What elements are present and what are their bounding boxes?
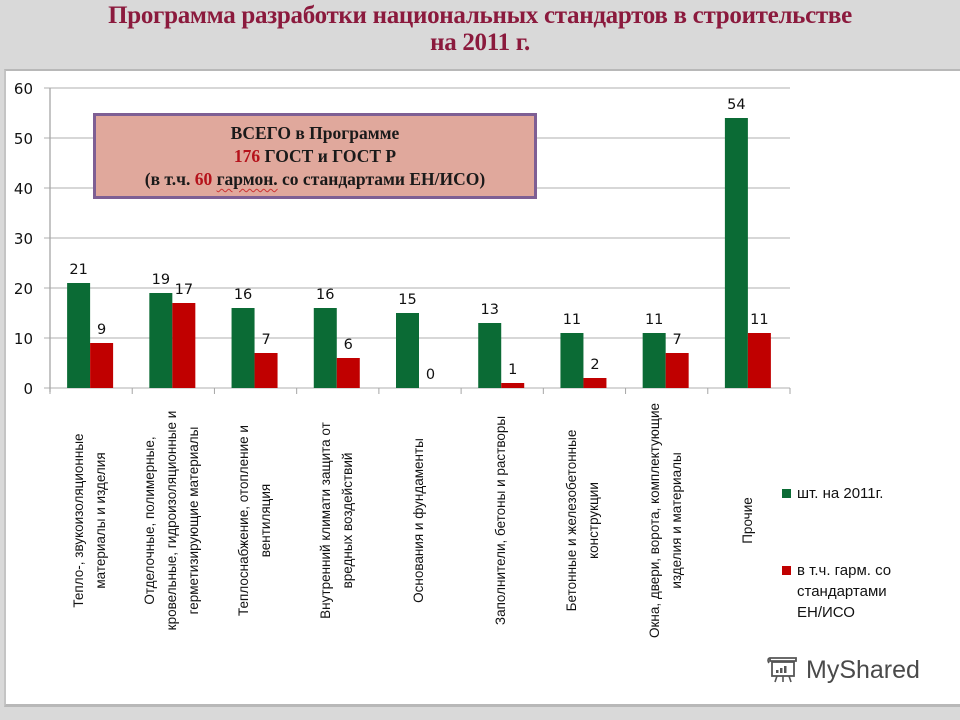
- callout-line3-suffix: со стандартами ЕН/ИСО): [277, 169, 486, 189]
- y-tick-label: 30: [14, 230, 33, 248]
- callout-total-text: ГОСТ и ГОСТ Р: [260, 146, 397, 166]
- callout-line3-prefix: (в т.ч.: [144, 169, 195, 189]
- bar-total: [560, 333, 584, 388]
- title-line-2: на 2011 г.: [430, 29, 530, 56]
- category-label: Внутренний климати защита от вредных возд…: [315, 398, 359, 643]
- bar-harmonized: [665, 353, 689, 388]
- total-callout-box: ВСЕГО в Программе 176 ГОСТ и ГОСТ Р (в т…: [93, 113, 537, 199]
- bar-harmonized: [336, 358, 360, 388]
- category-label-line: Теплоснабжение, отопление и: [235, 425, 251, 616]
- category-label: Бетонные и железобетонные конструкции: [561, 398, 605, 643]
- category-label-line: вентиляция: [257, 483, 273, 558]
- y-tick-label: 0: [23, 380, 33, 398]
- category-label: Прочие: [737, 398, 759, 643]
- data-label: 11: [563, 312, 581, 328]
- data-label: 11: [645, 312, 663, 328]
- data-label: 11: [750, 312, 768, 328]
- category-label: Заполнители, бетоны и растворы: [490, 398, 512, 643]
- title-line-1: Программа разработки национальных станда…: [108, 2, 852, 29]
- callout-line-1: ВСЕГО в Программе: [230, 123, 400, 143]
- data-label: 16: [316, 287, 334, 303]
- bar-harmonized: [90, 343, 114, 388]
- data-label: 6: [344, 337, 353, 353]
- category-label-line: Тепло-, звукоизоляционные: [71, 433, 87, 608]
- callout-line-3: (в т.ч. 60 гармон. со стандартами ЕН/ИСО…: [96, 168, 534, 191]
- data-label: 1: [508, 362, 517, 378]
- category-label-line: вредных воздействий: [339, 452, 355, 589]
- data-label: 7: [673, 332, 682, 348]
- bar-harmonized: [583, 378, 607, 388]
- bar-total: [478, 323, 502, 388]
- presentation-board-icon: [767, 657, 797, 683]
- bar-total: [642, 333, 666, 388]
- legend-item-series-2: в т.ч. гарм. со стандартами ЕН/ИСО: [782, 560, 891, 623]
- data-label: 54: [727, 97, 745, 113]
- y-tick-label: 20: [14, 280, 33, 298]
- bar-harmonized: [501, 383, 525, 388]
- category-label-line: Прочие: [739, 497, 755, 544]
- callout-harmonized-number: 60: [194, 169, 213, 189]
- category-label-line: изделия и материалы: [668, 452, 684, 589]
- category-label-line: кровельные, гидроизоляционные и: [164, 410, 180, 631]
- callout-wavy-word: гармон.: [216, 169, 278, 189]
- y-tick-label: 10: [14, 330, 33, 348]
- callout-line-2: 176 ГОСТ и ГОСТ Р: [96, 145, 534, 168]
- category-label: Тепло-, звукоизоляционные материалы и изд…: [68, 398, 112, 643]
- bar-total: [231, 308, 255, 388]
- category-label-line: материалы и изделия: [93, 452, 109, 589]
- data-label: 13: [480, 302, 498, 318]
- bar-harmonized: [747, 333, 771, 388]
- category-label: Основания и фундаменты: [408, 398, 430, 643]
- data-label: 0: [426, 367, 435, 383]
- category-label-line: конструкции: [586, 482, 602, 559]
- category-label-line: герметизирующие материалы: [186, 426, 202, 615]
- data-label: 15: [398, 292, 416, 308]
- bar-harmonized: [172, 303, 196, 388]
- data-label: 19: [152, 272, 170, 288]
- category-label-line: Основания и фундаменты: [411, 438, 426, 603]
- data-label: 2: [590, 357, 599, 373]
- legend-label-1: шт. на 2011г.: [797, 485, 884, 502]
- category-label: Отделочные, полимерные, кровельные, гидро…: [139, 398, 205, 643]
- bar-total: [149, 293, 173, 388]
- data-label: 17: [175, 282, 193, 298]
- legend-item-series-1: шт. на 2011г.: [782, 483, 883, 504]
- bar-total: [67, 283, 91, 388]
- data-label: 7: [261, 332, 270, 348]
- slide-title: Программа разработки национальных станда…: [0, 2, 960, 56]
- category-label: Окна, двери, ворота, комплектующие издели…: [644, 398, 688, 643]
- bar-harmonized: [254, 353, 278, 388]
- bar-total: [313, 308, 337, 388]
- legend-label-2: в т.ч. гарм. со стандартами ЕН/ИСО: [797, 562, 892, 621]
- legend-swatch-red: [782, 566, 791, 575]
- category-label-line: Бетонные и железобетонные: [564, 429, 580, 612]
- y-tick-label: 50: [14, 130, 33, 148]
- y-tick-label: 40: [14, 180, 33, 198]
- data-label: 21: [69, 262, 87, 278]
- category-label-line: Окна, двери, ворота, комплектующие: [646, 402, 662, 639]
- legend-swatch-green: [782, 489, 791, 498]
- y-tick-label: 60: [14, 80, 33, 98]
- bar-total: [724, 118, 748, 388]
- category-label: Теплоснабжение, отопление и вентиляция: [233, 398, 277, 643]
- watermark-text: MyShared: [806, 655, 920, 684]
- myshared-watermark: MyShared: [766, 655, 920, 685]
- data-label: 9: [97, 322, 106, 338]
- category-label-line: Заполнители, бетоны и растворы: [493, 415, 509, 626]
- category-label-line: Внутренний климати защита от: [317, 422, 333, 619]
- bar-total: [396, 313, 419, 388]
- data-label: 16: [234, 287, 252, 303]
- category-label-line: Отделочные, полимерные,: [142, 436, 158, 605]
- callout-total-number: 176: [233, 146, 261, 166]
